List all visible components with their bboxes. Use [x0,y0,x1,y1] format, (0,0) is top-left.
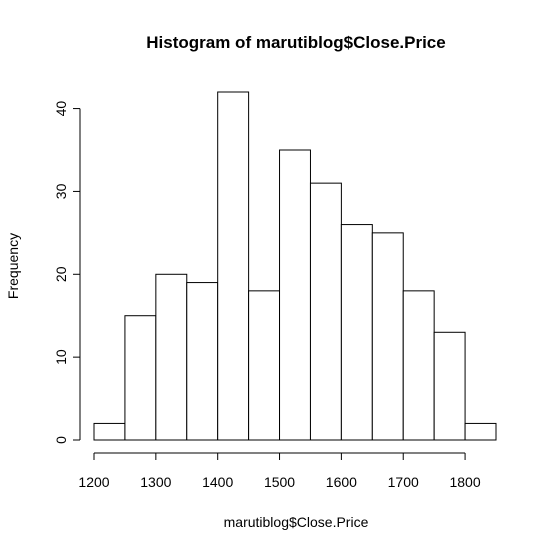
y-tick-label: 40 [53,101,69,117]
histogram-bar [248,290,281,441]
x-tick-label: 1400 [202,474,233,490]
histogram-bar [433,331,466,441]
y-axis-label: Frequency [5,233,21,299]
chart-title: Histogram of marutiblog$Close.Price [146,33,445,52]
histogram-bar [371,232,404,441]
histogram-bar [340,224,373,441]
y-axis: 0 10 20 30 40 [53,101,81,444]
x-tick-label: 1600 [326,474,357,490]
histogram-bar [402,290,435,441]
y-tick-label: 20 [53,266,69,282]
histogram-bar [93,422,126,441]
y-tick-label: 0 [53,436,69,444]
histogram-bar [186,282,219,441]
x-axis: 1200 1300 1400 1500 1600 1700 1800 [78,452,481,490]
y-tick-label: 30 [53,183,69,199]
histogram-bar [124,315,157,441]
x-axis-label: marutiblog$Close.Price [224,514,369,530]
histogram-bar [279,149,311,441]
bars-group [93,91,497,441]
x-tick-label: 1800 [449,474,480,490]
x-tick-label: 1700 [388,474,419,490]
histogram-bar [217,91,250,441]
histogram-bar [155,273,188,441]
histogram-bar [309,182,342,441]
x-tick-label: 1500 [264,474,295,490]
y-tick-label: 10 [53,349,69,365]
histogram-bar [464,422,497,441]
x-tick-label: 1300 [140,474,171,490]
x-tick-label: 1200 [78,474,109,490]
